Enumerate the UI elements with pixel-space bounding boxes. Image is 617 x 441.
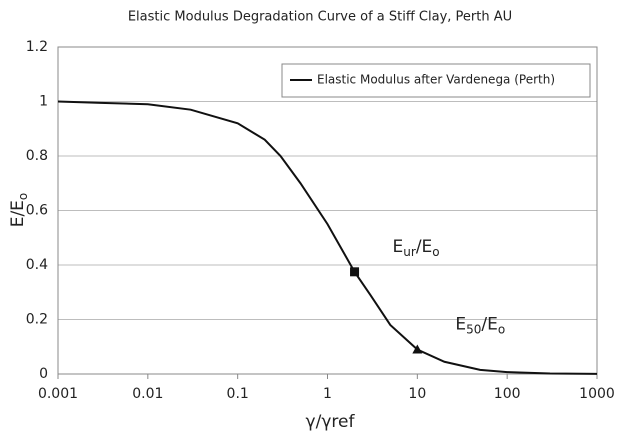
y-axis-label-main: E/E bbox=[8, 200, 28, 227]
marker-label-main: E bbox=[393, 237, 404, 257]
x-tick-label: 100 bbox=[494, 386, 521, 402]
marker-label-sub: ur bbox=[403, 244, 416, 258]
x-tick-label: 1000 bbox=[579, 386, 615, 402]
y-tick-label: 0.2 bbox=[26, 312, 48, 328]
y-tick-label: 0.6 bbox=[26, 203, 48, 219]
x-tick-label: 0.01 bbox=[132, 386, 163, 402]
x-axis-label: γ/γref bbox=[306, 412, 356, 432]
data-line bbox=[57, 100, 598, 375]
marker-label-sub: o bbox=[498, 322, 505, 336]
y-tick-label: 0.8 bbox=[26, 148, 48, 164]
legend-label: Elastic Modulus after Vardenega (Perth) bbox=[317, 73, 555, 87]
marker-label-main: /E bbox=[416, 237, 432, 257]
x-tick-label: 1 bbox=[323, 386, 332, 402]
plot-frame bbox=[57, 46, 598, 375]
marker-label: Eur/Eo bbox=[393, 237, 440, 259]
marker-label-main: E bbox=[455, 314, 466, 334]
marker-label-sub: 50 bbox=[466, 322, 481, 336]
y-tick-label: 0 bbox=[39, 366, 48, 382]
chart-title: Elastic Modulus Degradation Curve of a S… bbox=[128, 10, 512, 25]
marker-triangle bbox=[412, 344, 423, 354]
y-tick-label: 1.2 bbox=[26, 39, 48, 55]
x-tick-label: 0.001 bbox=[38, 386, 78, 402]
marker-label-sub: o bbox=[432, 244, 439, 258]
x-tick-label: 10 bbox=[408, 386, 426, 402]
x-tick-label: 0.1 bbox=[227, 386, 249, 402]
marker-square bbox=[350, 267, 360, 277]
y-tick-label: 0.4 bbox=[26, 257, 48, 273]
marker-label: E50/Eo bbox=[455, 314, 505, 336]
y-tick-label: 1 bbox=[39, 94, 48, 110]
marker-label-main: /E bbox=[481, 314, 497, 334]
legend-box bbox=[281, 63, 591, 98]
y-axis-label: E/Eo bbox=[8, 193, 30, 228]
y-axis-label-sub: o bbox=[16, 193, 30, 200]
